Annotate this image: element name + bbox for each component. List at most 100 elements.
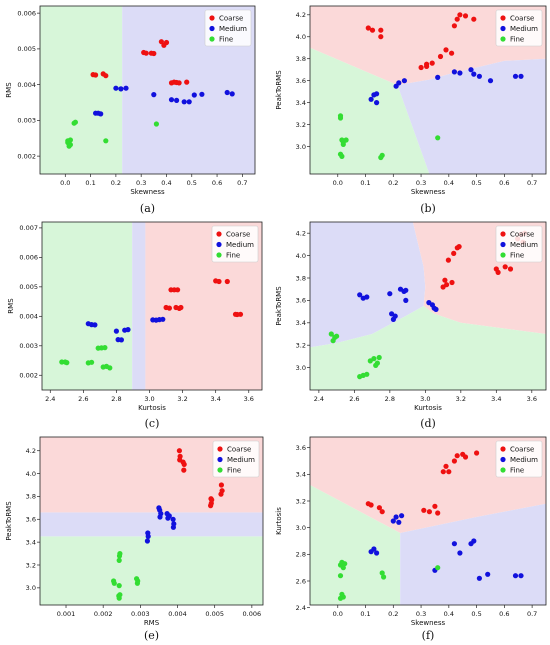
x-tick-label: 0.4 — [444, 179, 454, 187]
x-tick-label: 0.002 — [94, 610, 113, 618]
y-tick-label: 2.4 — [296, 604, 306, 612]
point-fine — [379, 570, 385, 576]
point-medium — [374, 100, 380, 106]
point-coarse — [216, 278, 222, 285]
x-tick-label: 0.004 — [168, 610, 187, 618]
point-medium — [186, 99, 192, 105]
point-coarse — [446, 469, 452, 475]
legend-marker-coarse — [500, 446, 506, 452]
subfigure-caption: (f) — [422, 629, 435, 642]
point-fine — [435, 135, 441, 141]
point-coarse — [443, 463, 449, 469]
legend-box — [495, 440, 543, 478]
legend-marker-coarse — [216, 231, 222, 237]
point-fine — [107, 365, 113, 371]
point-medium — [181, 99, 187, 105]
legend-marker-medium — [500, 25, 506, 32]
point-coarse — [378, 27, 384, 33]
point-medium — [118, 337, 124, 343]
plot-frame — [39, 436, 264, 606]
region-fine — [42, 222, 133, 390]
point-coarse — [456, 244, 462, 250]
point-fine — [328, 331, 334, 337]
legend-label-medium: Medium — [510, 241, 538, 249]
point-fine — [381, 574, 387, 580]
point-medium — [451, 541, 457, 547]
point-medium — [98, 111, 104, 117]
point-medium — [403, 287, 409, 293]
plot-frame — [309, 221, 547, 391]
legend-label-coarse: Coarse — [510, 445, 534, 453]
legend-marker-medium — [500, 241, 506, 248]
point-coarse — [378, 34, 384, 40]
point-medium — [170, 516, 176, 522]
point-coarse — [103, 73, 109, 79]
legend-label-medium: Medium — [219, 25, 247, 33]
x-tick-label: 0.5 — [471, 610, 481, 618]
legend-label-medium: Medium — [510, 456, 538, 464]
point-medium — [160, 316, 166, 322]
point-coarse — [143, 50, 149, 56]
point-medium — [476, 575, 482, 581]
plot-frame — [309, 5, 547, 175]
x-tick-label: 0.4 — [161, 179, 171, 187]
decision-regions — [40, 437, 263, 605]
point-coarse — [176, 80, 182, 86]
point-coarse — [471, 16, 477, 22]
point-coarse — [151, 50, 157, 57]
point-fine — [376, 354, 382, 361]
y-tick-label: 3.2 — [26, 561, 36, 569]
point-medium — [113, 85, 119, 91]
legend-marker-fine — [500, 467, 506, 473]
point-medium — [174, 97, 180, 103]
point-medium — [157, 514, 163, 520]
point-medium — [144, 538, 150, 544]
y-tick-label: 3.6 — [26, 516, 36, 524]
x-tick-label: 0.1 — [85, 179, 95, 187]
point-fine — [337, 115, 344, 121]
point-coarse — [474, 450, 480, 456]
subfigure-caption: (c) — [145, 417, 160, 430]
point-coarse — [424, 61, 430, 67]
legend: Coarse Medium Fine — [211, 225, 259, 263]
y-tick-label: 3.2 — [296, 497, 306, 505]
point-medium — [374, 91, 380, 97]
region-fine — [310, 306, 546, 390]
data-points — [111, 448, 225, 601]
x-tick-label: 0.3 — [416, 179, 426, 187]
legend-label-coarse: Coarse — [510, 230, 534, 238]
point-medium — [403, 297, 409, 303]
point-coarse — [495, 269, 501, 275]
point-coarse — [175, 287, 181, 293]
point-coarse — [176, 448, 182, 454]
legend: Coarse Medium Fine — [495, 440, 543, 478]
point-medium — [368, 96, 374, 102]
legend-label-coarse: Coarse — [219, 14, 243, 22]
subfigure-caption: (d) — [420, 417, 436, 430]
x-tick-label: 3.6 — [527, 395, 537, 403]
legend-marker-coarse — [217, 446, 223, 452]
x-tick-label: 0.2 — [388, 179, 398, 187]
point-medium — [396, 80, 402, 86]
x-tick-label: 0.005 — [205, 610, 224, 618]
x-tick-label: 0.7 — [527, 610, 537, 618]
point-fine — [330, 338, 336, 344]
y-tick-label: 0.002 — [17, 152, 36, 160]
point-fine — [116, 557, 122, 564]
legend-label-coarse: Coarse — [227, 445, 251, 453]
region-fine — [310, 485, 401, 605]
point-coarse — [444, 282, 450, 288]
legend-marker-medium — [216, 241, 222, 248]
y-tick-label: 3.4 — [296, 471, 306, 479]
x-tick-label: 2.6 — [78, 395, 88, 403]
x-tick-label: 0.3 — [136, 179, 146, 187]
point-coarse — [218, 491, 224, 497]
point-coarse — [429, 60, 435, 66]
x-tick-label: 0.1 — [360, 610, 370, 618]
point-coarse — [437, 53, 444, 60]
legend-label-fine: Fine — [219, 35, 233, 43]
point-fine — [67, 137, 73, 143]
x-tick-label: 3.0 — [144, 395, 154, 403]
legend-marker-fine — [500, 36, 506, 42]
point-medium — [485, 571, 491, 577]
